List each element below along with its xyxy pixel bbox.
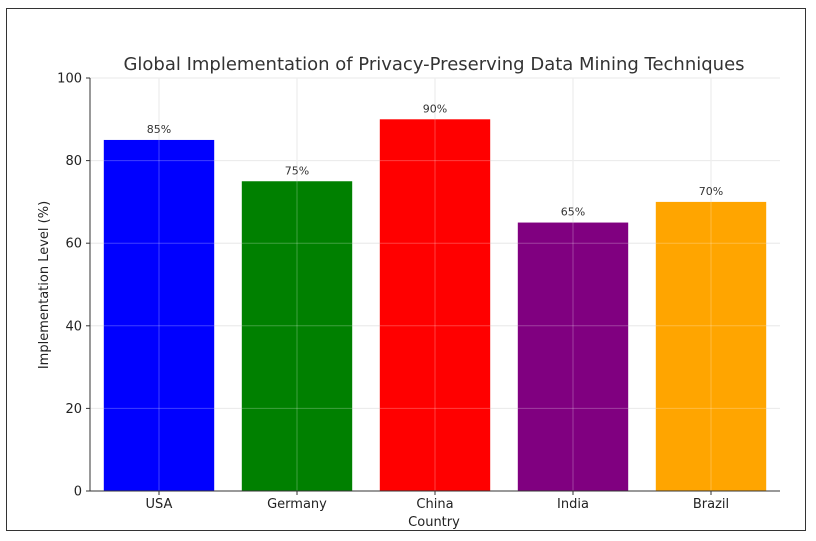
chart-title: Global Implementation of Privacy-Preserv…: [123, 54, 744, 75]
y-tick-label: 100: [57, 72, 82, 87]
bar: [655, 201, 767, 491]
x-tick-label: Germany: [267, 497, 327, 512]
x-axis-ticks: USA Germany China India Brazil: [146, 491, 729, 512]
bar: [241, 181, 353, 491]
bar: [379, 119, 491, 492]
bar-value-label: 90%: [423, 102, 447, 115]
bar-value-label: 75%: [285, 164, 309, 177]
data-labels: 85% 75% 90% 65% 70%: [147, 102, 723, 218]
y-tick-label: 60: [65, 237, 82, 252]
bars: [103, 119, 767, 492]
bar: [517, 222, 629, 492]
x-axis-label: Country: [408, 515, 460, 530]
plot-axes: [89, 78, 780, 492]
x-tick-label: Brazil: [693, 497, 729, 512]
y-axis-label: Implementation Level (%): [37, 201, 52, 369]
y-tick-label: 80: [65, 154, 82, 169]
y-tick-label: 0: [74, 485, 82, 500]
bar-value-label: 85%: [147, 123, 171, 136]
x-tick-label: India: [557, 497, 589, 512]
bar-value-label: 65%: [561, 206, 585, 219]
bar: [103, 139, 215, 491]
y-axis-ticks: 0 20 40 60 80 100: [57, 72, 90, 500]
x-tick-label: USA: [146, 497, 173, 512]
y-tick-label: 20: [65, 402, 82, 417]
y-tick-label: 40: [65, 319, 82, 334]
bar-value-label: 70%: [699, 185, 723, 198]
x-tick-label: China: [416, 497, 453, 512]
